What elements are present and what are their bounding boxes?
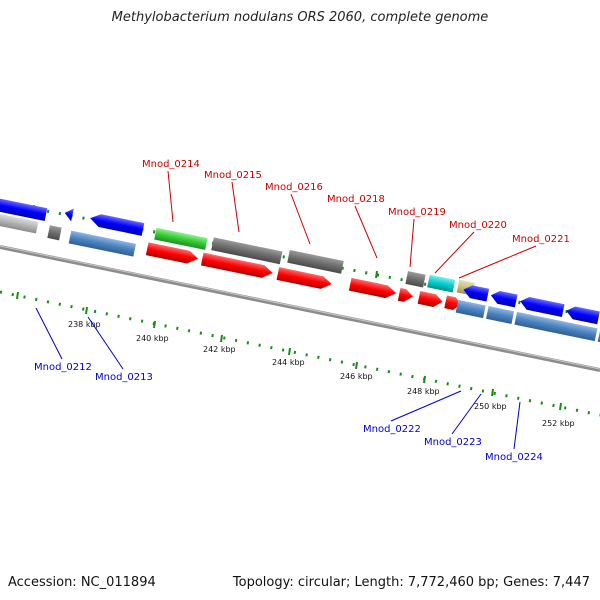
gene-label[interactable]: Mnod_0214 (142, 159, 200, 170)
bottom-gene-labels: Mnod_0212 Mnod_0213 Mnod_0222 Mnod_0223 … (34, 362, 543, 463)
gene-left-light[interactable] (0, 210, 39, 234)
scale-label: 248 kbp (407, 387, 440, 396)
gene-mnod-0214-green[interactable] (154, 227, 208, 250)
bottom-label-leaders (35, 307, 521, 450)
gene-mnod-0222-steel[interactable] (455, 299, 486, 319)
scale-label: 238 kbp (68, 320, 101, 329)
gene-mnod-0216-arrow[interactable] (276, 267, 333, 291)
gene-right-blue-4[interactable] (565, 305, 600, 325)
top-label-leaders (167, 170, 537, 279)
genome-summary-text: Topology: circular; Length: 7,772,460 bp… (232, 575, 590, 590)
gene-mnod-0212-gray[interactable] (47, 225, 62, 241)
gene-label[interactable]: Mnod_0216 (265, 182, 323, 193)
gene-left-blue-2[interactable] (63, 207, 74, 222)
scale-label: 246 kbp (340, 372, 373, 381)
accession-text: Accession: NC_011894 (8, 575, 156, 590)
gene-mnod-0214-arrow[interactable] (145, 242, 200, 265)
gene-mnod-0224-steel[interactable] (514, 311, 598, 342)
scale-label: 240 kbp (136, 334, 169, 343)
gene-mnod-0213-steel[interactable] (68, 230, 136, 257)
gene-mnod-0215-gray[interactable] (211, 237, 283, 265)
top-gene-labels: Mnod_0214 Mnod_0215 Mnod_0216 Mnod_0218 … (142, 159, 570, 245)
gene-label[interactable]: Mnod_0212 (34, 362, 92, 373)
gene-label[interactable]: Mnod_0222 (363, 424, 421, 435)
gene-mnod-0219-gray[interactable] (405, 271, 426, 288)
gene-label[interactable]: Mnod_0215 (204, 170, 262, 181)
gene-mnod-0215-arrow[interactable] (200, 252, 274, 280)
gene-right-blue-1[interactable] (462, 284, 490, 302)
scale-label: 252 kbp (542, 419, 575, 428)
gene-mnod-0223-steel[interactable] (486, 306, 515, 325)
gene-left-blue-1[interactable] (0, 195, 48, 222)
gene-label[interactable]: Mnod_0213 (95, 372, 153, 383)
gene-mnod-0213-blue[interactable] (89, 212, 145, 236)
gene-label[interactable]: Mnod_0224 (485, 452, 543, 463)
map-title: Methylobacterium nodulans ORS 2060, comp… (111, 10, 489, 25)
gene-mnod-0216-gray[interactable] (287, 249, 344, 274)
scale-label: 250 kbp (474, 402, 507, 411)
gene-label[interactable]: Mnod_0221 (512, 234, 570, 245)
gene-label[interactable]: Mnod_0220 (449, 220, 507, 231)
gene-mnod-0220-arrow[interactable] (444, 295, 461, 311)
gene-mnod-0218b-arrow[interactable] (397, 287, 414, 304)
gene-label[interactable]: Mnod_0219 (388, 207, 446, 218)
scale-label: 242 kbp (203, 345, 236, 354)
gene-label[interactable]: Mnod_0223 (424, 437, 482, 448)
gene-right-blue-3[interactable] (519, 295, 565, 318)
scale-labels: 238 kbp 240 kbp 242 kbp 244 kbp 246 kbp … (68, 320, 575, 428)
scale-label: 244 kbp (272, 358, 305, 367)
scale-ticks (16, 291, 562, 411)
gene-mnod-0218-arrow[interactable] (348, 277, 398, 300)
gene-right-blue-2[interactable] (489, 289, 518, 308)
gene-mnod-0219-arrow[interactable] (417, 290, 444, 309)
genome-backbone (0, 245, 600, 372)
gene-mnod-0220-cyan[interactable] (427, 274, 456, 293)
gene-label[interactable]: Mnod_0218 (327, 194, 385, 205)
